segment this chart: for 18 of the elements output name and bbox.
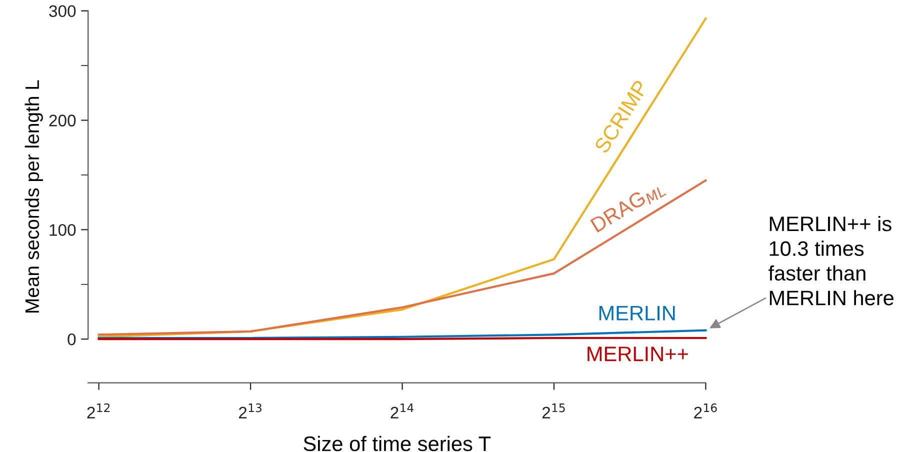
x-tick-label: 2$^{13}$ — [238, 403, 262, 418]
x-tick-label: 2$^{16}$ — [694, 403, 717, 418]
text: DRAG$_{ML}$ — [590, 179, 666, 236]
x-axis-title: Size of time series T — [304, 436, 491, 452]
series-label: MERLIN++ — [588, 346, 688, 362]
y-tick-label: 200 — [49, 114, 76, 126]
x-tick-label: 2$^{12}$ — [87, 403, 110, 418]
line-series — [98, 17, 707, 338]
x-tick-label: 2$^{14}$ — [390, 404, 414, 418]
annotation: MERLIN++ is 10.3 times faster than MERLIN here — [768, 216, 894, 306]
y-axis-title: Mean seconds per length L — [24, 80, 43, 313]
line-series — [98, 329, 707, 340]
series-label: MERLIN — [599, 306, 675, 320]
x-tick-label: 2$^{15}$ — [542, 404, 565, 418]
y-tick-label: 300 — [49, 5, 76, 18]
line-series — [98, 179, 707, 336]
y-tick-label: 0 — [68, 333, 76, 346]
y-tick-label: 100 — [50, 224, 76, 236]
